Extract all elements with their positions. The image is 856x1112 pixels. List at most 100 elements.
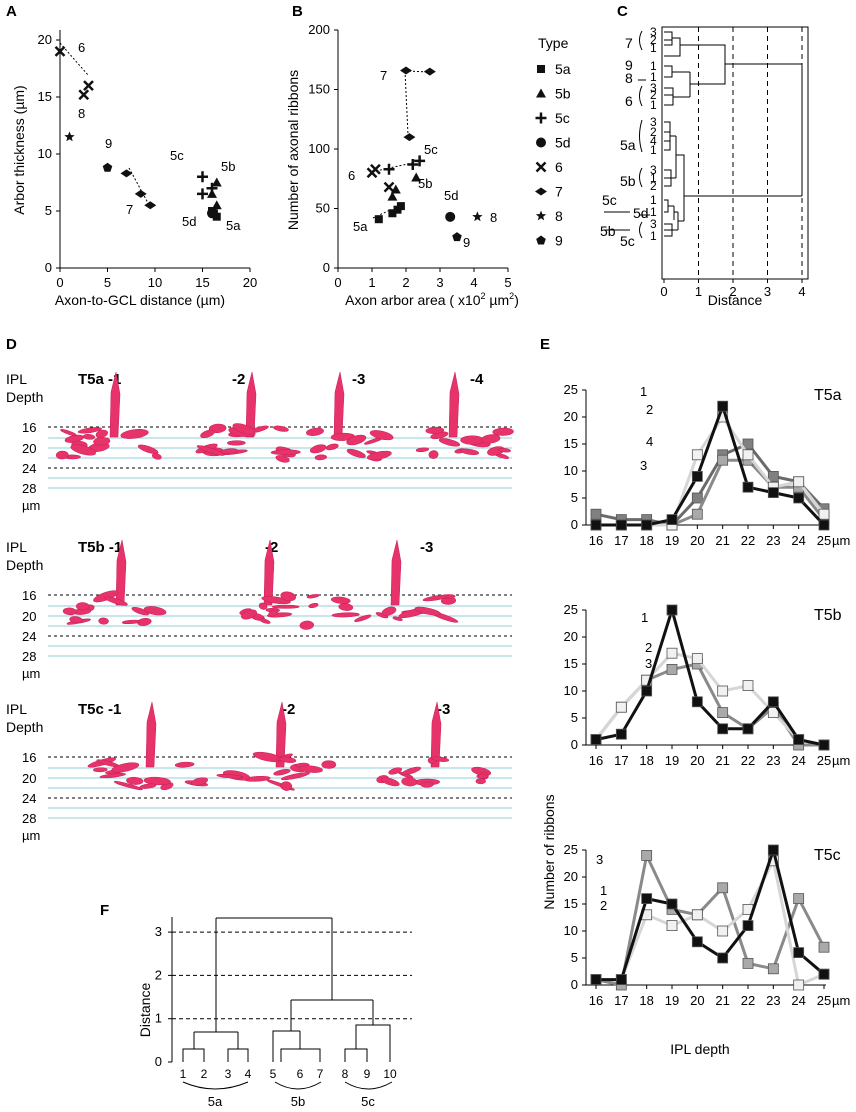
c-group-label-5d: 5d [633,205,649,221]
d-cell-3-2 [216,701,337,791]
d-depth-16: 16 [22,420,36,435]
e-series-label: 1 [641,610,648,625]
f-leaf-label: 6 [297,1067,304,1081]
e-xtick-label: 18 [639,993,653,1008]
f-leaf-label: 10 [383,1067,397,1081]
c-leaf-label: 3 [650,25,657,39]
b-link-5a [372,209,391,219]
e-point-T5a-2 [742,449,754,461]
b-point-5c [383,163,395,175]
e-subplot-title: T5b [814,607,842,624]
a-xtick-label: 5 [104,275,111,290]
d-cell-3-1-branch [190,777,208,786]
e-ytick-label: 5 [571,490,578,505]
c-leaf-label: 2 [650,33,657,47]
legend-marker-5d [536,137,546,148]
e-point-T5a-3 [691,508,703,520]
d-cell-2-2-branch [241,609,257,620]
f-leaf-label: 1 [180,1067,187,1081]
d-cell-1-3-branch [346,448,366,458]
e-line-T5c-2 [596,856,825,988]
e-subplot-title: T5c [814,847,841,864]
d-cell-2-2-branch [299,620,314,630]
d-unit: µm [22,666,40,681]
a-point-7 [134,189,147,198]
a-point-5c [197,171,208,183]
e-point-T5b-2 [742,680,754,691]
e-series-label: 4 [646,434,653,449]
e-ytick-label: 10 [564,683,578,698]
b-point-7 [403,133,416,142]
d-cell-1-4-branch [481,434,501,444]
e-point-T5a-1 [717,400,729,412]
f-y-label: Distance [137,983,153,1038]
d-cell-1-4-stalk [448,371,460,438]
d-cell-label: T5a -1 [78,371,121,388]
e-point-T5b-1 [818,739,830,751]
d-cell-2-2-branch [261,596,291,605]
e-xtick-label: 19 [665,753,679,768]
d-cell-1-4-branch [425,426,445,434]
e-point-T5c-1 [767,844,779,856]
d-cell-3-3-branch [476,773,488,779]
d-cell-label: -2 [232,371,245,388]
e-line-T5a-2 [596,414,826,527]
e-ytick-label: 20 [564,629,578,644]
e-xtick-label: 19 [665,993,679,1008]
d-cell-1-1-branch [151,453,162,460]
d-depth-label-1: IPL [6,539,27,555]
e-point-T5b-1 [666,604,678,616]
f-brace-5a [182,1081,249,1090]
e-point-T5c-2 [717,925,729,937]
c-xtick-label: 4 [798,284,805,299]
b-x-label: Axon arbor area ( x102 µm2) [345,291,519,308]
b-x-label-unit: µm [486,292,510,308]
b-xtick-label: 5 [504,275,511,290]
e-point-T5c-2 [793,979,805,991]
e-ytick-label: 25 [564,602,578,617]
legend-label-5d: 5d [555,135,571,151]
panel-d: IPL Depth 16 20 24 28 µm T5a -1 -2 -3 -4 IPL Depth 16… [6,371,514,843]
c-xtick-label: 0 [660,284,667,299]
e-xtick-label: 21 [715,753,729,768]
c-xtick-label: 2 [729,284,736,299]
e-xtick-label: 17 [614,753,628,768]
d-cell-1-2 [195,371,290,463]
e-subplot-title: T5a [814,387,842,404]
d-cell-1-1-branch [77,427,102,434]
panel-e: Number of ribbons IPL depth T5a051015202… [541,382,850,1057]
e-line-T5a-1 [596,401,826,527]
d-cell-1-2-branch [196,445,225,456]
legend-marker-7 [535,187,547,196]
a-point-6 [83,80,94,91]
c-leaf-label: 1 [650,41,657,55]
d-cell-label: -2 [282,701,295,718]
a-point-7 [120,169,133,178]
f-leaf-label: 3 [225,1067,232,1081]
b-point-9 [452,232,462,242]
legend-label-6: 6 [555,159,563,175]
panel-a-label: A [6,3,17,20]
d-cell-1-3-branch [314,454,327,461]
legend-label-8: 8 [555,208,563,224]
c-frame [661,26,809,280]
panel-d-label: D [6,336,17,353]
e-xtick-label: 18 [639,753,653,768]
e-line-T5c-3 [595,850,826,987]
d-cell-1-1-branch [120,428,149,439]
b-point-5a [388,209,397,218]
b-xtick-label: 1 [368,275,375,290]
b-y-label: Number of axonal ribbons [285,70,301,230]
c-leaf-label: 2 [650,88,657,102]
e-xtick-label: 24 [791,533,805,548]
e-ytick-label: 20 [564,409,578,424]
e-xtick-label: 16 [589,753,603,768]
f-group-5c: 5c [361,1094,375,1109]
c-xtick-label: 1 [695,284,702,299]
d-cell-1-3-branch [369,430,394,441]
c-group-label-7: 7 [625,35,633,51]
b-point-6 [370,163,381,175]
legend-label-5a: 5a [555,61,571,77]
a-point-8 [64,131,75,142]
